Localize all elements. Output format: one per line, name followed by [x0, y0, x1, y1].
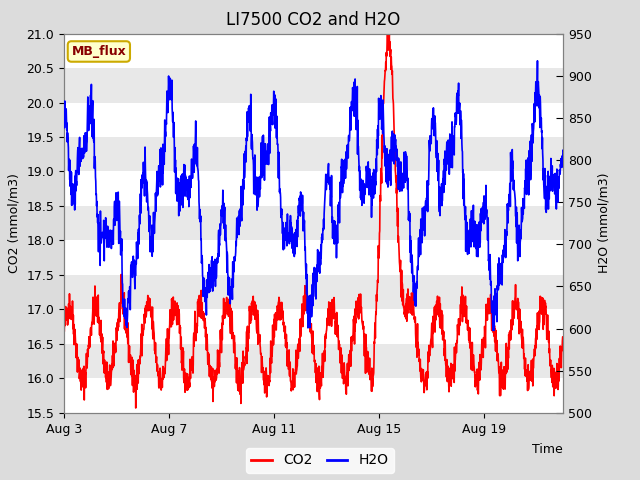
Legend: CO2, H2O: CO2, H2O: [246, 448, 394, 473]
Bar: [64, 171, 563, 206]
Bar: [64, 240, 563, 275]
Bar: [64, 103, 563, 137]
Bar: [64, 378, 563, 413]
Y-axis label: H2O (mmol/m3): H2O (mmol/m3): [598, 173, 611, 274]
Text: MB_flux: MB_flux: [72, 45, 126, 58]
Text: Time: Time: [532, 443, 563, 456]
Bar: [64, 310, 563, 344]
Title: LI7500 CO2 and H2O: LI7500 CO2 and H2O: [227, 11, 401, 29]
Bar: [64, 34, 563, 68]
Y-axis label: CO2 (mmol/m3): CO2 (mmol/m3): [8, 173, 21, 273]
